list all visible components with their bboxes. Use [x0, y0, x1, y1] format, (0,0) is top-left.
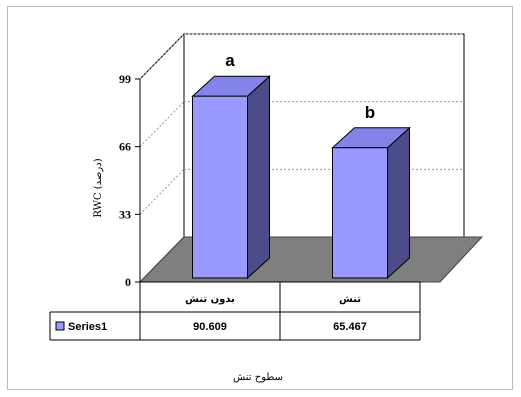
chart-floor	[138, 236, 484, 283]
legend-label: Series1	[68, 321, 107, 333]
floor-plane	[138, 236, 484, 283]
gridline-side	[139, 101, 185, 148]
bar-front	[192, 95, 248, 279]
bar-side	[387, 126, 410, 280]
bar-side	[247, 75, 270, 280]
data-label: 90.609	[193, 321, 227, 333]
x-category-label: بدون تنش	[185, 294, 235, 305]
y-tick-label: 99	[119, 72, 131, 86]
x-axis-label: سطوح تنش	[233, 372, 283, 383]
bar-front	[332, 147, 388, 279]
data-table: بدون تنش 90.609 تنش 65.467 Series1	[49, 281, 421, 341]
bar: b	[331, 103, 411, 280]
chart-frame	[7, 6, 513, 390]
bar: a	[191, 51, 271, 280]
gridline-side	[139, 33, 185, 80]
bar-annotation: a	[225, 51, 235, 70]
gridline-side	[139, 168, 185, 215]
y-tick-label: 33	[119, 207, 131, 221]
y-axis: 0 33 66 99	[119, 72, 141, 289]
y-tick-label: 66	[119, 140, 131, 154]
x-category-label: تنش	[339, 294, 361, 305]
data-label: 65.467	[333, 321, 367, 333]
bars: ab	[191, 51, 411, 280]
y-axis-label: RWC (درصد)	[93, 158, 104, 217]
legend-swatch	[55, 321, 65, 331]
y-tick-label: 0	[125, 275, 131, 289]
bar-annotation: b	[365, 103, 375, 122]
